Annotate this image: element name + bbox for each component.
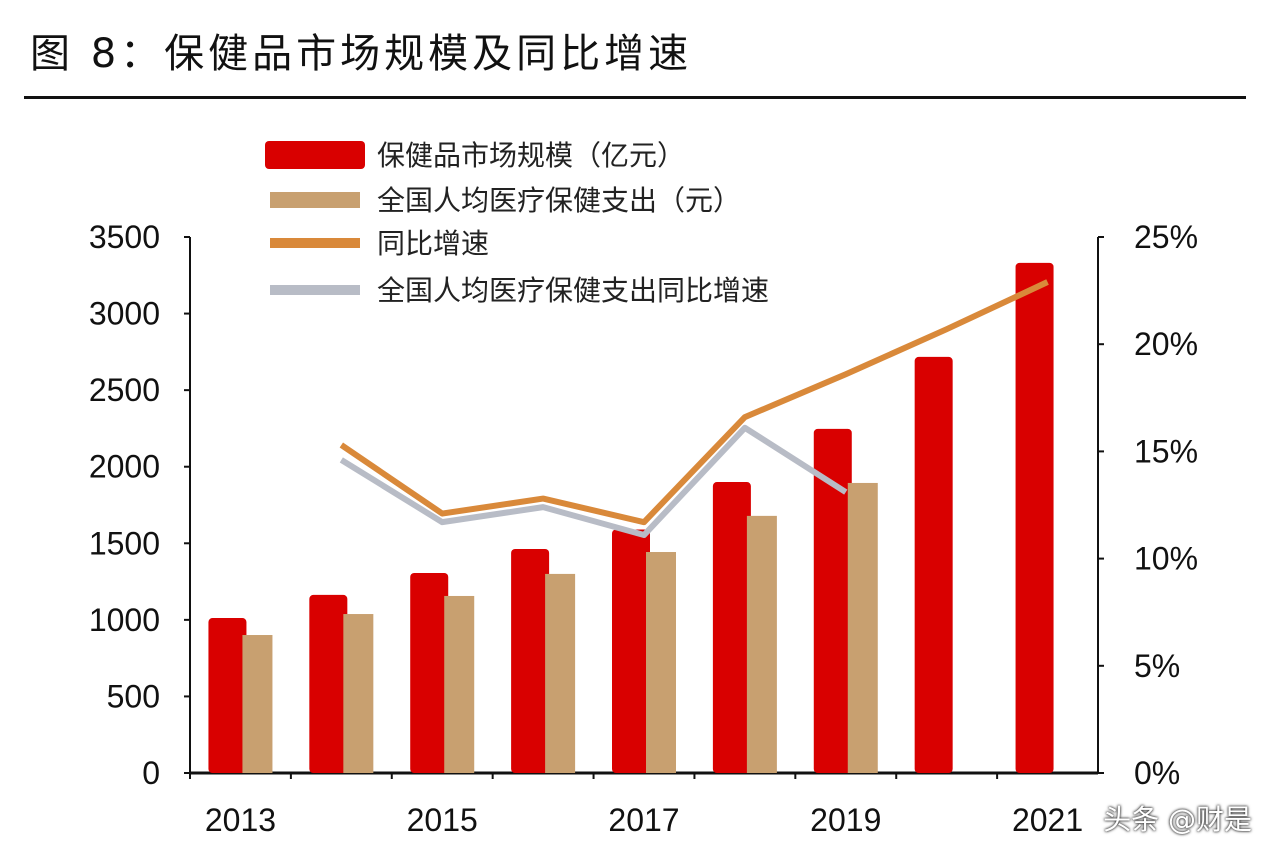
right-tick-label: 10% bbox=[1134, 541, 1198, 577]
right-tick-label: 0% bbox=[1134, 755, 1180, 791]
bar-market-size bbox=[511, 548, 550, 773]
right-tick-label: 15% bbox=[1134, 433, 1198, 469]
bar-market-size bbox=[208, 618, 247, 773]
bar-market-size bbox=[914, 356, 953, 773]
watermark: 头条 @财是 bbox=[1103, 803, 1252, 836]
legend-swatch bbox=[270, 238, 360, 248]
bar-market-size bbox=[1015, 262, 1054, 773]
left-tick-label: 3000 bbox=[89, 296, 160, 332]
bar-per-capita-spending bbox=[746, 515, 777, 773]
left-tick-label: 2500 bbox=[89, 372, 160, 408]
legend-label: 同比增速 bbox=[377, 227, 489, 260]
bar-per-capita-spending bbox=[242, 635, 273, 773]
bar-market-size bbox=[813, 428, 852, 773]
right-tick-label: 5% bbox=[1134, 648, 1180, 684]
x-tick-label: 2021 bbox=[1012, 802, 1083, 838]
left-tick-label: 1500 bbox=[89, 525, 160, 561]
left-tick-label: 500 bbox=[107, 678, 160, 714]
x-tick-label: 2015 bbox=[407, 802, 478, 838]
left-tick-label: 3500 bbox=[89, 219, 160, 255]
chart-title: 图 8：保健品市场规模及同比增速 bbox=[30, 31, 693, 77]
line-per-capita-growth-rate bbox=[339, 424, 848, 539]
legend-swatch bbox=[270, 285, 360, 295]
bar-market-size bbox=[309, 594, 348, 773]
bar-per-capita-spending bbox=[343, 614, 374, 773]
right-tick-label: 20% bbox=[1134, 326, 1198, 362]
right-tick-label: 25% bbox=[1134, 219, 1198, 255]
legend-label: 全国人均医疗保健支出同比增速 bbox=[377, 274, 769, 307]
bar-market-size bbox=[712, 482, 751, 773]
line-growth-rate bbox=[339, 279, 1049, 526]
legend-label: 全国人均医疗保健支出（元） bbox=[377, 184, 741, 217]
left-tick-label: 0 bbox=[142, 755, 160, 791]
bar-market-size bbox=[612, 529, 650, 773]
legend-swatch bbox=[270, 192, 360, 208]
bar-per-capita-spending bbox=[646, 552, 676, 773]
bar-market-size bbox=[410, 572, 449, 773]
bar-per-capita-spending bbox=[444, 595, 475, 773]
bar-per-capita-spending bbox=[545, 573, 576, 773]
x-tick-label: 2017 bbox=[608, 802, 679, 838]
legend-label: 保健品市场规模（亿元） bbox=[377, 139, 685, 172]
left-tick-label: 2000 bbox=[89, 449, 160, 485]
legend-swatch bbox=[265, 141, 365, 169]
bar-per-capita-spending bbox=[847, 482, 878, 773]
x-tick-label: 2013 bbox=[205, 802, 276, 838]
title-divider bbox=[24, 96, 1246, 99]
x-tick-label: 2019 bbox=[810, 802, 881, 838]
left-tick-label: 1000 bbox=[89, 602, 160, 638]
